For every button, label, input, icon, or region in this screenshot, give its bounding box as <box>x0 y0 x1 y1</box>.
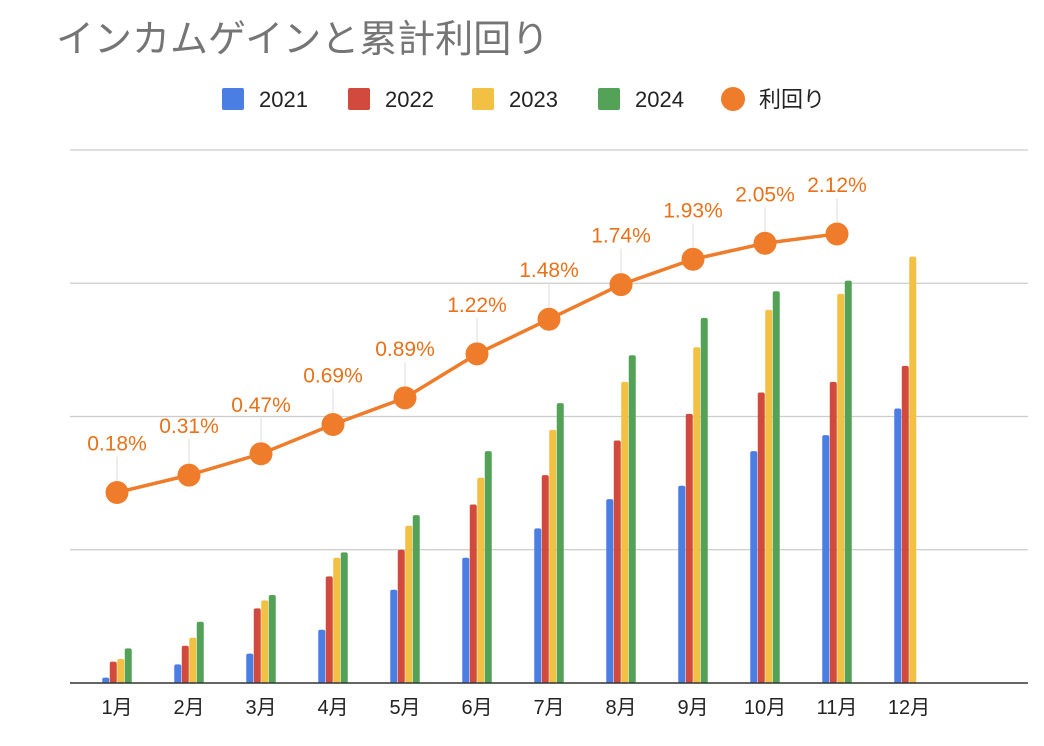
legend-label: 利回り <box>759 87 825 112</box>
legend-label: 2021 <box>259 87 308 112</box>
bar-2021-5 <box>390 589 398 683</box>
yield-point <box>105 480 129 504</box>
yield-data-label: 0.31% <box>159 415 219 438</box>
yield-point <box>609 273 633 297</box>
yield-data-label: 1.48% <box>519 259 579 282</box>
bar-2024-10 <box>772 291 780 683</box>
legend-swatch-yield <box>721 87 745 111</box>
yield-point <box>177 463 201 487</box>
x-tick-label: 7月 <box>533 697 564 719</box>
legend-swatch-2023 <box>472 88 494 110</box>
bar-2023-4 <box>333 557 341 683</box>
yield-data-label: 2.12% <box>807 174 867 197</box>
bar-2024-7 <box>556 403 564 683</box>
yield-point <box>825 222 849 246</box>
x-tick-label: 9月 <box>677 697 708 719</box>
bar-2021-2 <box>174 664 182 683</box>
legend-swatch-2021 <box>222 88 244 110</box>
x-tick-label: 2月 <box>173 697 204 719</box>
yield-data-label: 1.22% <box>447 294 507 317</box>
bar-2023-7 <box>549 429 557 683</box>
bar-2024-5 <box>412 515 420 683</box>
bar-2022-3 <box>253 608 261 683</box>
bar-2023-2 <box>189 637 197 683</box>
yield-point <box>753 231 777 255</box>
bar-2022-11 <box>829 381 837 683</box>
bar-2024-11 <box>844 280 852 683</box>
x-tick-label: 4月 <box>317 697 348 719</box>
bar-2022-4 <box>325 576 333 683</box>
yield-data-label: 0.89% <box>375 338 435 361</box>
x-tick-label: 8月 <box>605 697 636 719</box>
bar-2023-9 <box>693 347 701 683</box>
bar-2021-8 <box>606 499 614 683</box>
bar-2024-2 <box>196 621 204 683</box>
bar-series <box>102 256 917 683</box>
bar-2024-6 <box>484 451 492 683</box>
yield-data-label: 0.47% <box>231 394 291 417</box>
bar-2023-8 <box>621 381 629 683</box>
legend-swatch-2022 <box>348 88 370 110</box>
bar-2022-2 <box>181 645 189 683</box>
bar-2024-1 <box>124 648 132 683</box>
yield-data-label: 0.18% <box>87 432 147 455</box>
bar-2022-6 <box>469 504 477 683</box>
bar-2024-4 <box>340 552 348 683</box>
legend-label: 2024 <box>635 87 684 112</box>
yield-point <box>537 307 561 331</box>
bar-2023-11 <box>837 293 845 683</box>
bar-2023-1 <box>117 659 125 683</box>
bar-2024-8 <box>628 355 636 683</box>
yield-data-label: 1.74% <box>591 225 651 248</box>
bar-2023-6 <box>477 477 485 683</box>
bar-2023-10 <box>765 309 773 683</box>
bar-2023-12 <box>909 256 917 683</box>
yield-point <box>393 386 417 410</box>
bar-2024-9 <box>700 317 708 683</box>
bar-2023-5 <box>405 525 413 683</box>
bar-2022-7 <box>541 475 549 683</box>
bar-2022-5 <box>397 549 405 683</box>
bar-2022-8 <box>613 440 621 683</box>
x-tick-label: 10月 <box>744 697 786 719</box>
bar-2021-11 <box>822 435 830 683</box>
bar-2021-6 <box>462 557 470 683</box>
x-tick-label: 3月 <box>245 697 276 719</box>
bar-2022-9 <box>685 413 693 683</box>
x-tick-label: 1月 <box>101 697 132 719</box>
bar-2021-10 <box>750 451 758 683</box>
bar-2021-9 <box>678 485 686 683</box>
legend-label: 2023 <box>509 87 558 112</box>
bar-2022-10 <box>757 392 765 683</box>
bar-2023-3 <box>261 600 269 683</box>
bar-2021-1 <box>102 677 110 683</box>
bar-2022-1 <box>109 661 117 683</box>
yield-point <box>249 442 273 466</box>
yield-point <box>321 412 345 436</box>
bar-2021-4 <box>318 629 326 683</box>
yield-data-label: 2.05% <box>735 183 795 206</box>
bar-2021-12 <box>894 408 902 683</box>
x-axis-ticks: 1月 2月 3月 4月 5月 6月 7月 8月 9月 10月 11月 12月 <box>101 697 930 719</box>
bar-2024-3 <box>268 595 276 683</box>
yield-line-series: 0.18% 0.31% 0.47% 0.69% 0.89% 1.22% 1.48% 1.74%… <box>87 174 867 504</box>
x-tick-label: 5月 <box>389 697 420 719</box>
bar-2021-3 <box>246 653 254 683</box>
x-tick-label: 11月 <box>817 697 858 719</box>
legend-label: 2022 <box>385 87 434 112</box>
legend-swatch-2024 <box>598 88 620 110</box>
bar-2021-7 <box>534 528 542 683</box>
x-tick-label: 12月 <box>888 697 930 719</box>
x-tick-label: 6月 <box>461 697 492 719</box>
bar-2022-12 <box>901 365 909 683</box>
yield-data-label: 1.93% <box>663 199 723 222</box>
chart-title: インカムゲインと累計利回り <box>56 17 549 61</box>
yield-point <box>681 247 705 271</box>
yield-point <box>465 342 489 366</box>
legend: 2021 2022 2023 2024 利回り <box>222 87 825 112</box>
yield-data-label: 0.69% <box>303 364 363 387</box>
